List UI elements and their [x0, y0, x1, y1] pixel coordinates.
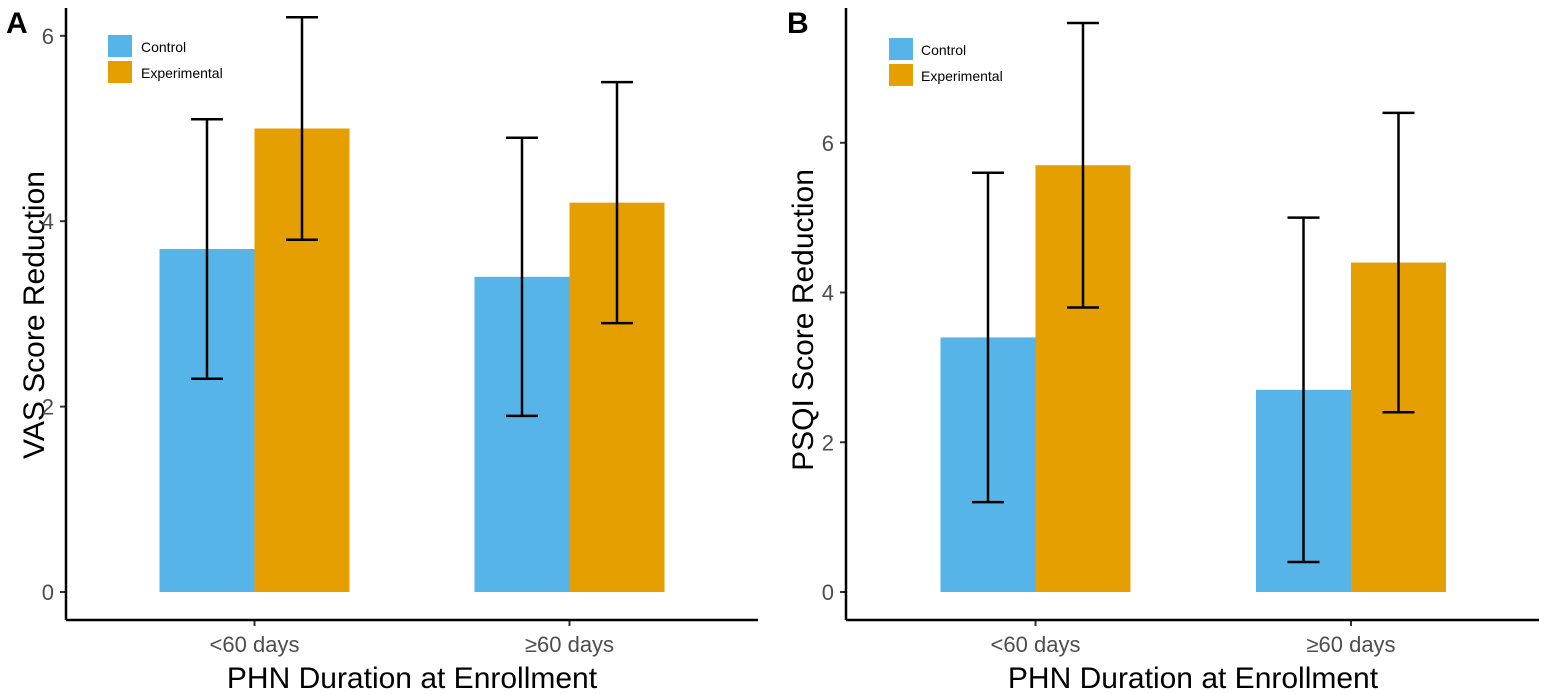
panel-a-x-axis-title: PHN Duration at Enrollment: [227, 662, 598, 694]
panel-b-marks: 0 2 4 6 <60 days ≥60 days: [822, 21, 1446, 657]
panel-b-legend-label-experimental: Experimental: [921, 68, 1003, 84]
panel-a-error-bar-experimental-2: [601, 80, 633, 325]
panel-a-legend-label-control: Control: [141, 39, 186, 55]
panel-b-y-tick-label-2: 2: [822, 430, 834, 455]
panel-a-error-bar-experimental-1: [286, 16, 318, 241]
panel-a-y-axis-title: VAS Score Reduction: [18, 171, 51, 459]
panel-a-legend: Control Experimental: [108, 35, 223, 83]
panel-b-x-tick-label-2: ≥60 days: [1306, 632, 1395, 657]
panel-b-legend-swatch-experimental: [889, 64, 913, 86]
panel-b-y-tick-label-0: 0: [822, 580, 834, 605]
panel-b-legend: Control Experimental: [889, 38, 1003, 86]
panel-b-error-bar-control-2: [1287, 216, 1320, 564]
panel-b-legend-swatch-control: [889, 38, 913, 60]
panel-a-marks: 0 2 4 6 <60 days ≥60 days: [42, 16, 665, 657]
panel-b-y-axis-title: PSQI Score Reduction: [787, 169, 820, 471]
panel-b-legend-label-control: Control: [921, 42, 966, 58]
panel-b-x-tick-label-1: <60 days: [991, 632, 1081, 657]
panel-a-x-tick-label-1: <60 days: [210, 632, 300, 657]
panel-a-y-tick-label-6: 6: [42, 24, 54, 49]
panel-b-y-tick-label-6: 6: [822, 131, 834, 156]
panel-a-error-bar-control-2: [506, 136, 538, 418]
panel-a: A VAS Score Reduction PHN Duration at En…: [6, 7, 758, 694]
panel-b: B PSQI Score Reduction PHN Duration at E…: [787, 7, 1539, 694]
panel-a-error-bar-control-1: [191, 117, 223, 381]
panel-a-x-tick-label-2: ≥60 days: [525, 632, 614, 657]
panel-a-y-tick-label-4: 4: [42, 209, 54, 234]
panel-b-x-axis-title: PHN Duration at Enrollment: [1008, 662, 1379, 694]
panel-a-y-tick-label-0: 0: [42, 580, 54, 605]
panel-b-error-bar-control-1: [972, 171, 1004, 504]
panel-a-y-tick-label-2: 2: [42, 395, 54, 420]
panel-b-error-bar-experimental-1: [1067, 21, 1099, 309]
panel-a-legend-label-experimental: Experimental: [141, 65, 223, 81]
panel-b-error-bar-experimental-2: [1382, 111, 1415, 414]
panel-b-label: B: [787, 7, 809, 40]
panel-a-legend-swatch-experimental: [108, 61, 132, 83]
panel-b-y-tick-label-4: 4: [822, 281, 834, 306]
panel-a-label: A: [6, 7, 28, 40]
panel-a-legend-swatch-control: [108, 35, 132, 57]
